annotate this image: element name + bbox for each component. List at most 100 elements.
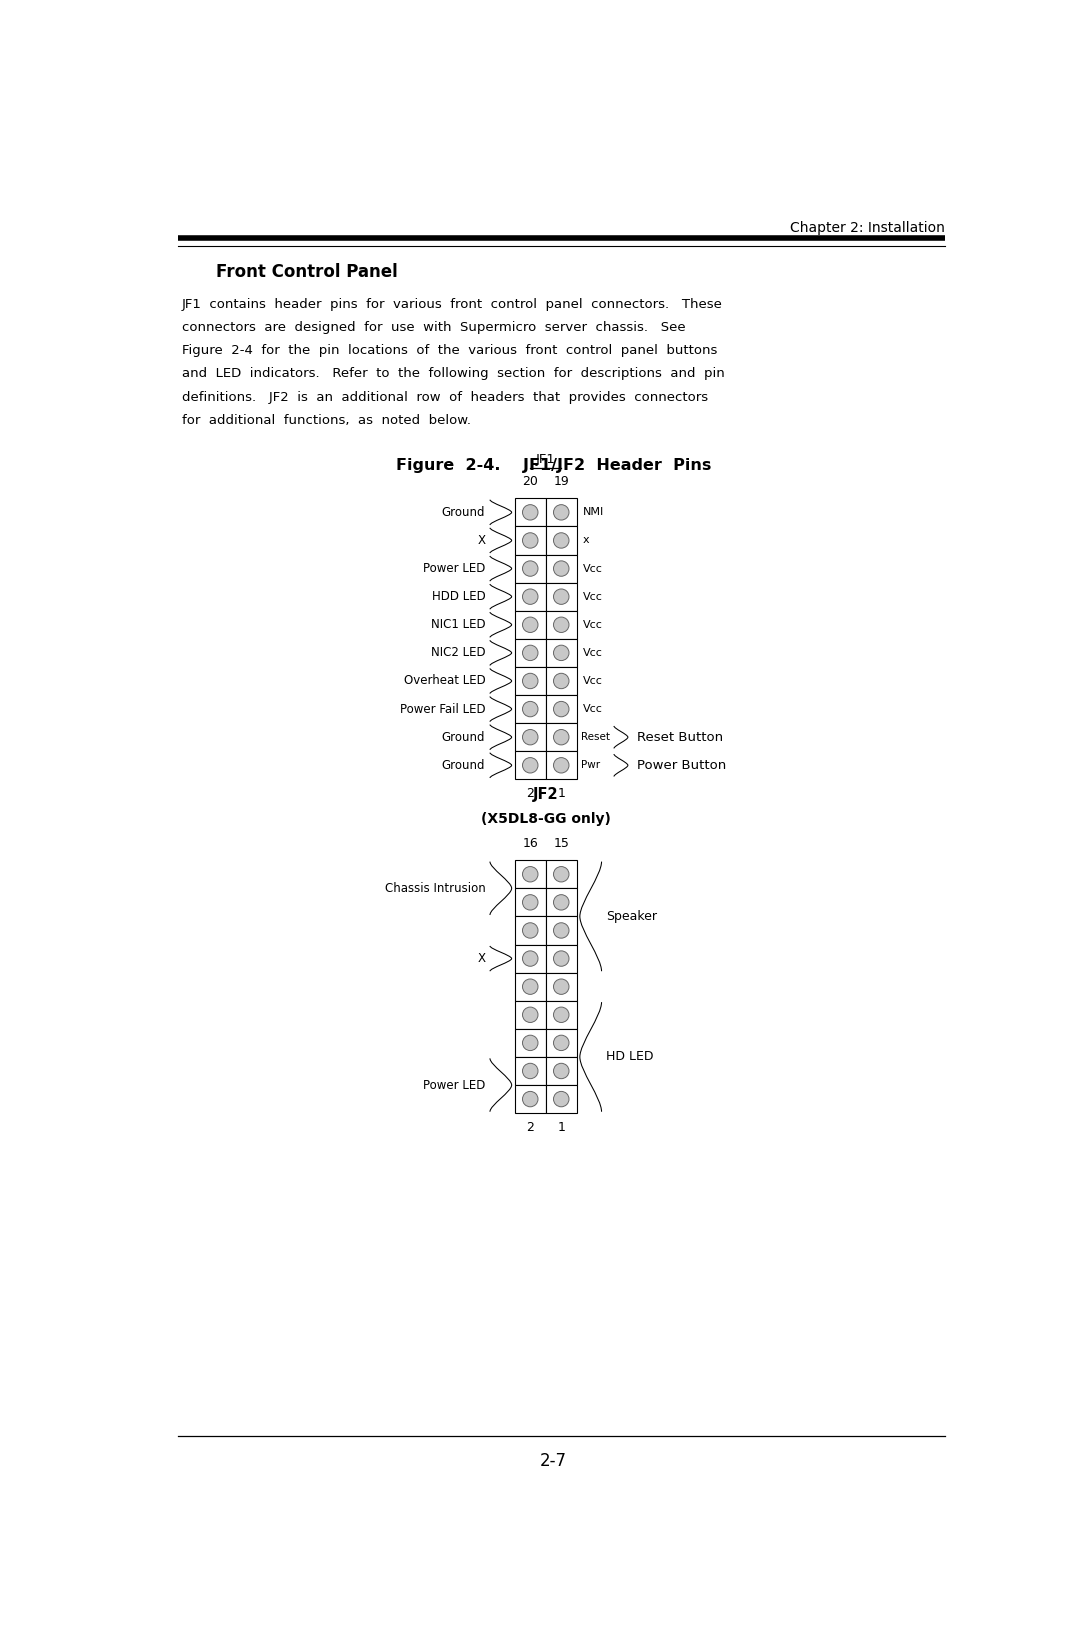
Bar bbox=[545, 888, 577, 916]
Text: 16: 16 bbox=[523, 837, 538, 850]
Text: Power LED: Power LED bbox=[423, 563, 485, 576]
Text: 2: 2 bbox=[526, 1120, 535, 1134]
Circle shape bbox=[523, 950, 538, 967]
Text: NIC2 LED: NIC2 LED bbox=[431, 647, 485, 660]
Circle shape bbox=[523, 1035, 538, 1051]
Circle shape bbox=[523, 561, 538, 576]
Circle shape bbox=[523, 589, 538, 604]
Text: 20: 20 bbox=[523, 475, 538, 488]
Circle shape bbox=[554, 1035, 569, 1051]
Bar bbox=[515, 695, 545, 723]
Circle shape bbox=[523, 1091, 538, 1107]
Bar bbox=[515, 860, 545, 888]
Text: Ground: Ground bbox=[442, 759, 485, 772]
Text: Vcc: Vcc bbox=[583, 705, 603, 714]
Circle shape bbox=[523, 533, 538, 548]
Bar bbox=[545, 1030, 577, 1058]
Text: and  LED  indicators.   Refer  to  the  following  section  for  descriptions  a: and LED indicators. Refer to the followi… bbox=[181, 368, 725, 381]
Text: Power Fail LED: Power Fail LED bbox=[400, 703, 485, 716]
Text: 19: 19 bbox=[553, 475, 569, 488]
Bar bbox=[515, 916, 545, 944]
Text: Figure  2-4  for  the  pin  locations  of  the  various  front  control  panel  : Figure 2-4 for the pin locations of the … bbox=[181, 345, 717, 358]
Text: definitions.   JF2  is  an  additional  row  of  headers  that  provides  connec: definitions. JF2 is an additional row of… bbox=[181, 391, 707, 404]
Bar bbox=[545, 667, 577, 695]
Bar bbox=[515, 1030, 545, 1058]
Bar bbox=[545, 860, 577, 888]
Circle shape bbox=[523, 757, 538, 772]
Text: for  additional  functions,  as  noted  below.: for additional functions, as noted below… bbox=[181, 414, 471, 427]
Bar bbox=[515, 639, 545, 667]
Text: NIC1 LED: NIC1 LED bbox=[431, 619, 485, 632]
Circle shape bbox=[554, 701, 569, 716]
Bar bbox=[515, 582, 545, 610]
Bar bbox=[545, 1058, 577, 1086]
Bar bbox=[515, 498, 545, 526]
Circle shape bbox=[554, 1091, 569, 1107]
Bar bbox=[545, 944, 577, 972]
Text: Chassis Intrusion: Chassis Intrusion bbox=[384, 881, 485, 894]
Text: HDD LED: HDD LED bbox=[432, 591, 485, 604]
Circle shape bbox=[554, 561, 569, 576]
Circle shape bbox=[554, 757, 569, 772]
Text: x: x bbox=[583, 536, 590, 546]
Bar bbox=[545, 498, 577, 526]
Text: Vcc: Vcc bbox=[583, 564, 603, 574]
Text: Speaker: Speaker bbox=[606, 909, 658, 922]
Text: X: X bbox=[477, 952, 485, 965]
Circle shape bbox=[554, 729, 569, 744]
Bar bbox=[545, 1000, 577, 1030]
Circle shape bbox=[523, 701, 538, 716]
Text: Vcc: Vcc bbox=[583, 592, 603, 602]
Circle shape bbox=[523, 673, 538, 688]
Circle shape bbox=[554, 1006, 569, 1023]
Text: Reset: Reset bbox=[581, 733, 610, 742]
Text: Figure  2-4.    JF1/JF2  Header  Pins: Figure 2-4. JF1/JF2 Header Pins bbox=[395, 459, 712, 474]
Text: Chapter 2: Installation: Chapter 2: Installation bbox=[789, 221, 945, 234]
Circle shape bbox=[554, 533, 569, 548]
Text: HD LED: HD LED bbox=[606, 1051, 653, 1064]
Text: Power LED: Power LED bbox=[423, 1079, 485, 1092]
Circle shape bbox=[523, 894, 538, 911]
Text: Reset Button: Reset Button bbox=[637, 731, 724, 744]
Bar bbox=[545, 554, 577, 582]
Circle shape bbox=[554, 645, 569, 660]
Circle shape bbox=[554, 617, 569, 632]
Bar bbox=[545, 1086, 577, 1114]
Circle shape bbox=[523, 978, 538, 995]
Text: Vcc: Vcc bbox=[583, 620, 603, 630]
Bar bbox=[515, 1000, 545, 1030]
Text: 15: 15 bbox=[553, 837, 569, 850]
Circle shape bbox=[554, 978, 569, 995]
Circle shape bbox=[554, 673, 569, 688]
Bar bbox=[515, 944, 545, 972]
Circle shape bbox=[554, 589, 569, 604]
Text: Ground: Ground bbox=[442, 731, 485, 744]
Text: Power Button: Power Button bbox=[637, 759, 727, 772]
Bar bbox=[515, 751, 545, 779]
Text: NMI: NMI bbox=[583, 507, 604, 518]
Text: (X5DL8-GG only): (X5DL8-GG only) bbox=[481, 812, 610, 825]
Circle shape bbox=[554, 922, 569, 939]
Bar bbox=[545, 972, 577, 1000]
Text: JF1  contains  header  pins  for  various  front  control  panel  connectors.   : JF1 contains header pins for various fro… bbox=[181, 299, 723, 312]
Bar bbox=[545, 723, 577, 751]
Text: 1: 1 bbox=[557, 787, 565, 800]
Circle shape bbox=[523, 922, 538, 939]
Circle shape bbox=[554, 505, 569, 520]
Text: 1: 1 bbox=[557, 1120, 565, 1134]
Circle shape bbox=[554, 894, 569, 911]
Circle shape bbox=[554, 866, 569, 883]
Bar bbox=[545, 582, 577, 610]
Bar bbox=[515, 972, 545, 1000]
Circle shape bbox=[523, 729, 538, 744]
Bar bbox=[515, 667, 545, 695]
Text: 2-7: 2-7 bbox=[540, 1452, 567, 1470]
Bar bbox=[515, 1058, 545, 1086]
Bar bbox=[515, 1086, 545, 1114]
Text: Overheat LED: Overheat LED bbox=[404, 675, 485, 688]
Circle shape bbox=[523, 1006, 538, 1023]
Bar bbox=[545, 526, 577, 554]
Bar bbox=[545, 695, 577, 723]
Bar bbox=[515, 723, 545, 751]
Text: JF1: JF1 bbox=[536, 454, 556, 465]
